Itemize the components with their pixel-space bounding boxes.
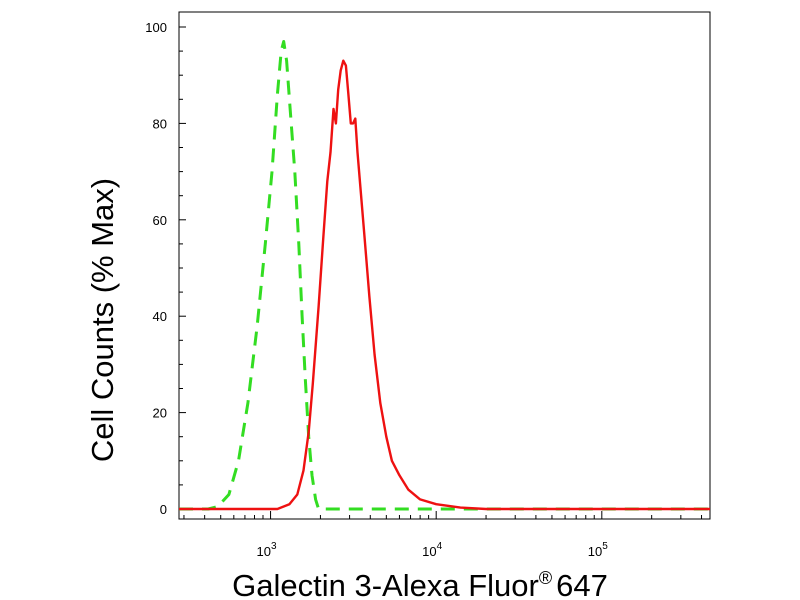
y-axis-title: Cell Counts (% Max) — [85, 178, 120, 462]
x-tick-label: 103 — [257, 541, 277, 559]
y-tick-label: 80 — [153, 116, 167, 131]
sample-histogram-line — [179, 59, 710, 511]
x-axis-title: Galectin 3-Alexa Fluor® 647 — [232, 568, 608, 600]
plot-frame — [178, 11, 711, 520]
x-axis-title-main: Galectin 3-Alexa Fluor — [232, 568, 539, 600]
x-tick-label-exponent: 3 — [271, 541, 277, 552]
y-tick-label: 40 — [153, 309, 167, 324]
x-tick-label-base: 10 — [422, 544, 436, 559]
x-tick-label-exponent: 5 — [602, 541, 608, 552]
x-tick-label-base: 10 — [257, 544, 271, 559]
y-tick-label: 0 — [160, 502, 167, 517]
x-axis-title-registered-mark: ® — [539, 568, 552, 588]
x-tick-label-exponent: 4 — [437, 541, 443, 552]
x-axis-title-suffix: 647 — [556, 568, 608, 600]
x-axis: 103 104 105 — [183, 511, 703, 559]
y-tick-label: 20 — [153, 406, 167, 421]
x-tick-label-base: 10 — [588, 544, 602, 559]
control-histogram-line — [179, 40, 710, 511]
series-layer — [179, 40, 710, 511]
y-tick-label: 60 — [153, 213, 167, 228]
plot-border — [178, 11, 711, 520]
y-axis: 0 20 40 60 80 100 — [145, 20, 186, 517]
x-tick-label: 104 — [422, 541, 442, 559]
x-tick-label: 105 — [588, 541, 608, 559]
y-tick-label: 100 — [145, 20, 167, 35]
